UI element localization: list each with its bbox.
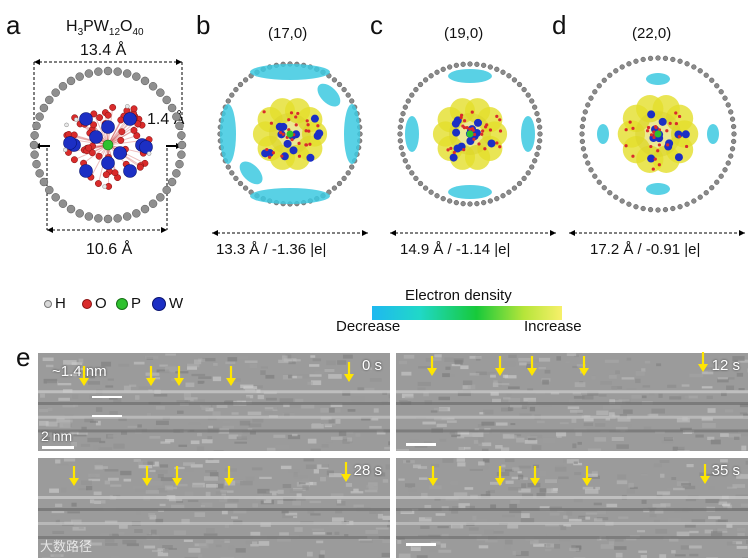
panel-label-c: c — [370, 10, 383, 41]
timestamp-35s: 35 s — [712, 462, 740, 479]
bottom-dimension-label: 10.6 Å — [86, 241, 132, 259]
tungsten-dot-icon — [152, 297, 166, 311]
density-map-19-0 — [390, 52, 550, 222]
span-arrow-c — [388, 228, 558, 238]
size-marker-bottom — [92, 415, 122, 417]
density-map-22-0 — [568, 52, 748, 222]
timestamp-28s: 28 s — [354, 462, 382, 479]
span-arrow-b — [210, 228, 370, 238]
timestamp-12s: 12 s — [712, 357, 740, 374]
caption-d: 17.2 Å / -0.91 |e| — [590, 241, 700, 258]
scale-bar — [406, 443, 436, 446]
tem-frame-0s: 0 s ~1.4 nm 2 nm — [38, 353, 390, 451]
oxygen-dot-icon — [82, 299, 92, 309]
phosphorus-dot-icon — [116, 298, 128, 310]
scale-bar — [42, 446, 74, 449]
timestamp-0s: 0 s — [362, 357, 382, 374]
legend-o: O — [82, 295, 107, 312]
tube-chirality-c: (19,0) — [444, 25, 483, 42]
panel-label-e: e — [16, 342, 30, 373]
density-map-17-0 — [210, 52, 370, 222]
hydrogen-dot-icon — [44, 300, 52, 308]
caption-b: 13.3 Å / -1.36 |e| — [216, 241, 326, 258]
polyoxometalate-in-nanotube-model — [0, 0, 200, 240]
tem-frame-12s: 12 s — [396, 353, 748, 451]
size-marker-top — [92, 396, 122, 398]
size-annotation: ~1.4 nm — [52, 363, 107, 380]
panel-label-d: d — [552, 10, 566, 41]
density-high-label: Increase — [524, 318, 582, 335]
tem-frame-35s: 35 s — [396, 458, 748, 558]
panel-label-b: b — [196, 10, 210, 41]
density-low-label: Decrease — [336, 318, 400, 335]
tube-chirality-b: (17,0) — [268, 25, 307, 42]
scale-bar-label: 2 nm — [41, 428, 72, 444]
tube-chirality-d: (22,0) — [632, 25, 671, 42]
span-arrow-d — [567, 228, 747, 238]
scale-bar — [406, 543, 436, 546]
density-legend-title: Electron density — [405, 287, 512, 304]
legend-p: P — [116, 295, 141, 312]
watermark: 大数路径 — [40, 536, 92, 555]
legend-w: W — [152, 295, 183, 312]
caption-c: 14.9 Å / -1.14 |e| — [400, 241, 510, 258]
legend-h: H — [44, 295, 66, 312]
